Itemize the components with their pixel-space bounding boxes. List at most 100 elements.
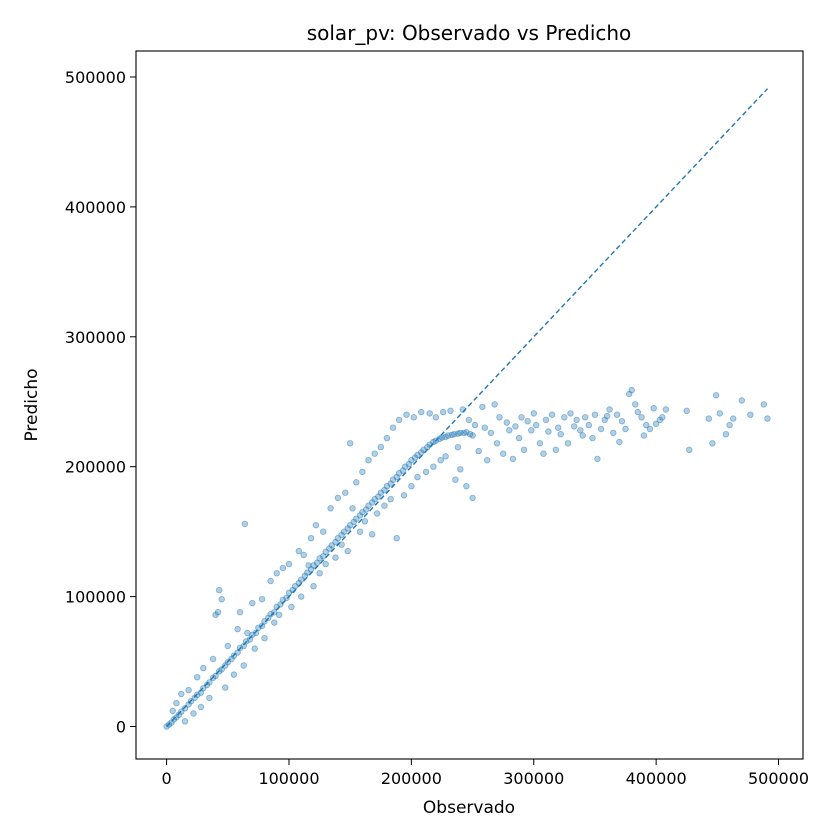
y-tick-label: 500000: [65, 68, 126, 87]
scatter-point: [646, 425, 654, 433]
scatter-point: [381, 502, 388, 509]
scatter-point: [312, 522, 320, 529]
scatter-point: [249, 599, 256, 607]
scatter-point: [365, 457, 372, 464]
scatter-point: [564, 440, 572, 447]
x-tick-label: 100000: [258, 769, 319, 788]
scatter-point: [307, 535, 315, 542]
scatter-point: [638, 414, 645, 421]
scatter-point: [442, 453, 449, 460]
y-tick-label: 0: [116, 718, 126, 737]
scatter-point: [215, 586, 223, 594]
scatter-point: [181, 705, 189, 712]
scatter-point: [347, 440, 354, 447]
scatter-point: [181, 718, 189, 725]
scatter-point: [465, 416, 473, 424]
scatter-point: [395, 416, 403, 424]
scatter-point: [622, 425, 629, 433]
scatter-point: [545, 428, 552, 435]
scatter-point: [542, 416, 550, 424]
scatter-point: [610, 429, 617, 437]
scatter-point: [218, 666, 225, 673]
scatter-point: [650, 405, 657, 412]
scatter-point: [506, 427, 513, 434]
scatter-point: [300, 551, 307, 559]
reference-line: [166, 88, 769, 728]
scatter-point: [484, 457, 491, 464]
scatter-point: [393, 535, 400, 542]
scatter-point: [579, 432, 586, 439]
x-tick-label: 200000: [381, 769, 442, 788]
scatter-point: [463, 429, 470, 436]
scatter-point: [190, 710, 197, 717]
x-tick-label: 0: [162, 769, 172, 788]
scatter-point: [722, 431, 730, 438]
scatter-point: [422, 468, 430, 476]
scatter-point: [686, 446, 693, 453]
scatter-point: [469, 432, 476, 439]
scatter-point: [322, 560, 329, 568]
scatter-point: [493, 440, 501, 447]
y-tick-label: 300000: [65, 328, 126, 347]
scatter-point: [479, 403, 486, 411]
scatter-point: [252, 629, 260, 637]
scatter-point: [224, 642, 231, 650]
scatter-point: [310, 583, 317, 590]
scatter-point: [518, 414, 525, 421]
scatter-point: [241, 520, 249, 528]
scatter-point: [430, 463, 437, 470]
scatter-point: [230, 671, 238, 678]
scatter-point: [659, 414, 666, 421]
scatter-point: [533, 421, 540, 429]
scatter-point: [634, 408, 641, 416]
scatter-point: [222, 684, 229, 691]
scatter-point: [426, 410, 433, 417]
scatter-point: [251, 645, 258, 652]
scatter-point: [577, 427, 584, 434]
scatter-point: [193, 674, 201, 681]
scatter-point: [652, 420, 660, 427]
scatter-point: [356, 528, 364, 535]
scatter-point: [234, 625, 241, 633]
scatter-point: [582, 414, 589, 421]
scatter-point: [273, 570, 280, 577]
scatter-point: [561, 414, 568, 421]
scatter-point: [747, 411, 754, 418]
scatter-point: [236, 609, 244, 616]
scatter-point: [536, 440, 544, 447]
scatter-point: [206, 694, 213, 702]
scatter-point: [606, 406, 613, 413]
scatter-point: [440, 408, 447, 416]
scatter-point: [604, 412, 611, 420]
scatter-point: [618, 418, 626, 425]
scatter-point: [555, 424, 562, 431]
scatter-point: [298, 593, 305, 600]
scatter-point: [628, 386, 635, 394]
scatter-point: [332, 554, 339, 561]
scatter-point: [261, 635, 268, 642]
scatter-points: [163, 386, 771, 730]
scatter-point: [597, 425, 605, 433]
scatter-point: [716, 410, 723, 417]
scatter-point: [271, 619, 278, 626]
scatter-point: [452, 476, 459, 483]
scatter-point: [414, 473, 421, 481]
scatter-point: [528, 427, 535, 434]
scatter-point: [515, 434, 523, 442]
scatter-point: [447, 407, 454, 414]
scatter-point: [327, 505, 334, 512]
scatter-point: [591, 411, 599, 418]
scatter-point: [185, 686, 192, 694]
scatter-point: [410, 414, 417, 421]
scatter-point: [760, 401, 767, 408]
y-axis: 0 100000 200000 300000 400000 500000: [65, 68, 136, 737]
scatter-point: [712, 392, 720, 399]
scatter-point: [640, 432, 648, 439]
scatter-point: [643, 421, 650, 429]
scatter-point: [206, 679, 213, 686]
scatter-point: [705, 415, 712, 422]
scatter-point: [316, 555, 323, 562]
scatter-point: [305, 562, 312, 569]
scatter-point: [557, 431, 564, 438]
